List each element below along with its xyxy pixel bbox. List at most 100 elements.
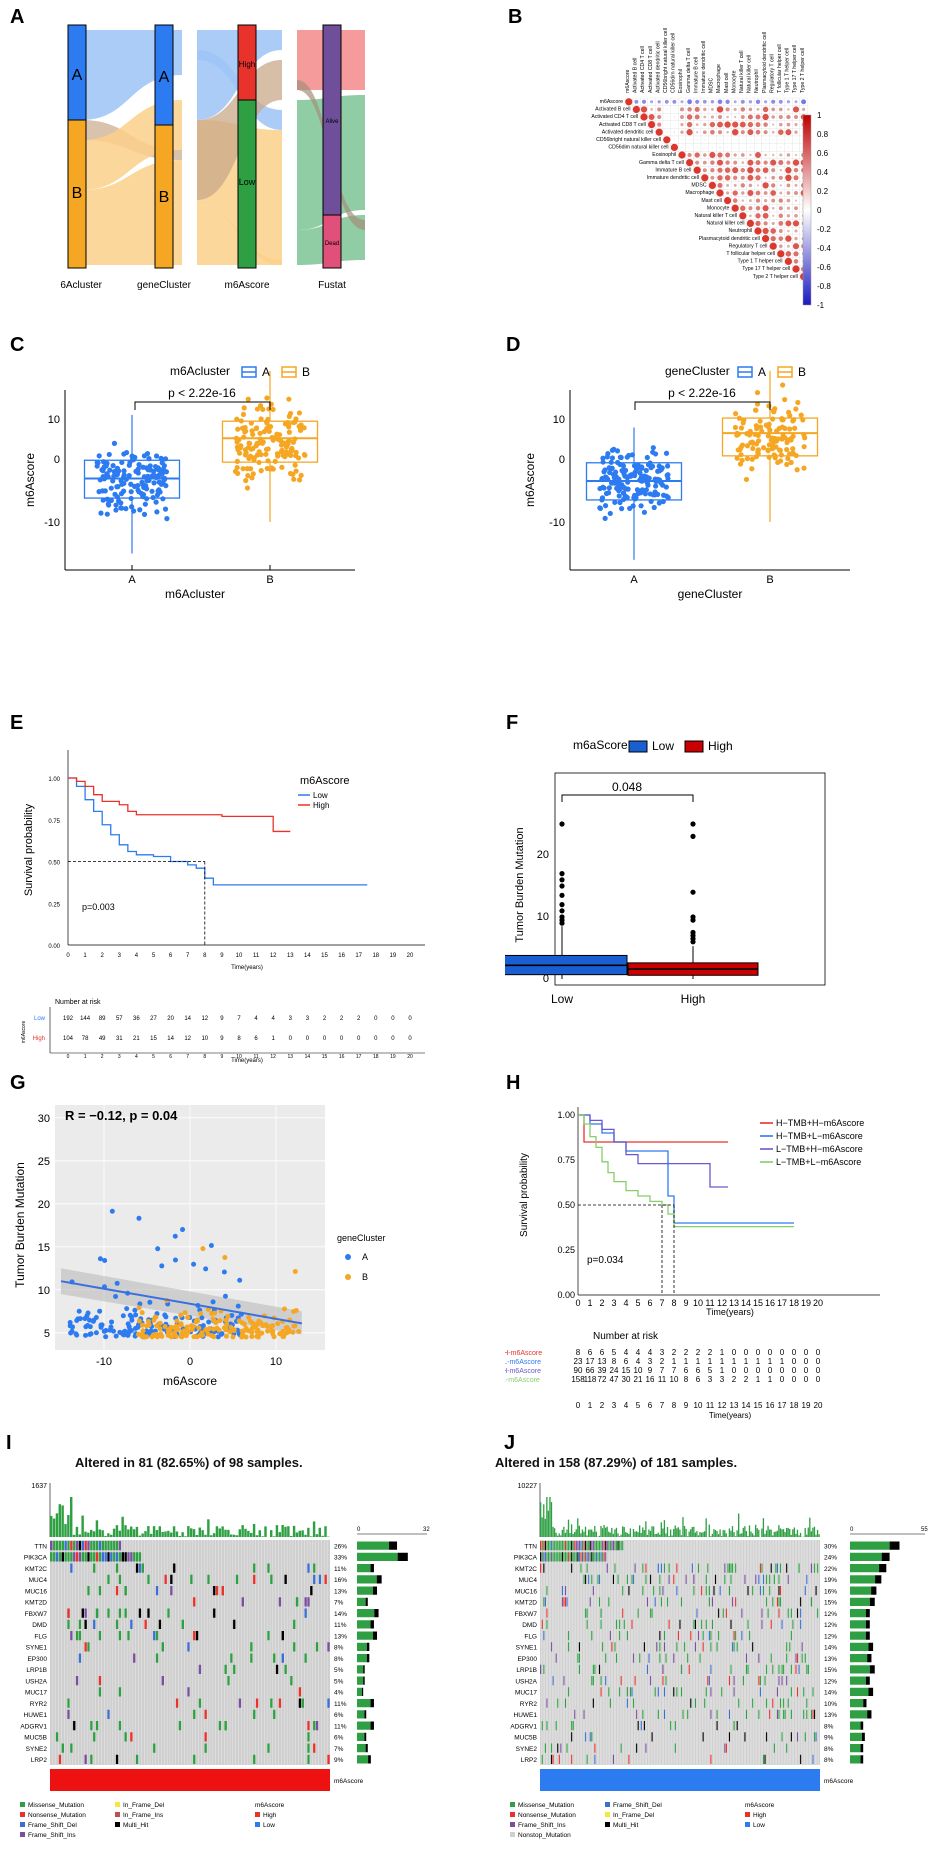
mutation-cell [64,1552,67,1562]
mutation-cell [577,1552,579,1562]
data-point [246,455,252,462]
gene-bar [850,1597,870,1606]
tmb-bar [764,1533,766,1537]
risk-x-tick: 2 [600,1401,605,1410]
mutation-cell [70,1541,73,1551]
risk-value: 3 [708,1375,713,1384]
legend-label: L−TMB+L−m6Ascore [776,1157,861,1167]
corr-dot [648,121,656,129]
data-point [749,439,756,445]
data-point [250,431,256,438]
mutation-cell [635,1743,638,1753]
data-point [734,455,740,461]
corr-dot [673,116,675,118]
tmb-bar [716,1530,718,1537]
gene-label: PIK3CA [514,1555,538,1562]
data-point [292,462,298,468]
tmb-bar [104,1535,107,1537]
risk-value: 15 [622,1366,631,1375]
corr-dot [771,107,776,112]
risk-value: 2 [744,1375,749,1384]
data-point [291,1323,297,1329]
tmb-bar [768,1529,771,1537]
risk-x-tick: 17 [356,1054,362,1060]
risk-value: 21 [133,1036,140,1042]
mutation-cell [124,1732,127,1742]
data-point [147,467,154,473]
legend2-label: Low [753,1822,765,1829]
tmb-bar [110,1534,113,1537]
gene-bar [850,1699,864,1708]
tmb-bar [642,1527,644,1537]
annotation-label: m6Ascore [334,1778,364,1785]
risk-value: 49 [99,1036,106,1042]
panel-f: m6aScore Low High 0.048 20 10 0 Low High… [496,735,930,1065]
mutation-cell [694,1642,697,1652]
tmb-bar [201,1530,204,1537]
mutation-cell [187,1642,190,1652]
mutation-cell [221,1586,224,1596]
mutation-cell [759,1586,762,1596]
mutation-cell [67,1619,70,1629]
legend-swatch [510,1822,515,1827]
data-point [240,466,246,472]
corr-dot [740,99,745,104]
mutation-cell [764,1754,766,1764]
gene-bar-multi [860,1744,864,1753]
data-point [190,1324,196,1330]
risk-value: 1 [272,1036,276,1042]
mutation-cell [170,1574,173,1584]
mutation-cell [92,1732,96,1742]
mutation-cell [549,1552,551,1562]
gene-bar [357,1687,362,1696]
data-point [601,469,607,475]
mutation-cell [552,1552,554,1562]
corr-row-label: Eosinophil [652,152,676,158]
data-point [600,455,606,461]
gene-bar-multi [365,1744,368,1753]
mutation-cell [742,1676,745,1686]
mutation-cell [677,1631,680,1641]
corr-dot [762,212,769,219]
tmb-bar [207,1519,210,1537]
tmb-bar [756,1528,758,1537]
data-point [132,483,138,489]
pvalue: p < 2.22e-16 [668,386,736,400]
mutation-cell [598,1552,601,1562]
y-tick: 10 [38,1285,50,1297]
legend-swatch [115,1822,120,1827]
data-point [76,1308,82,1314]
tmb-bar [564,1532,567,1537]
mutation-cell [557,1541,559,1551]
mutation-cell [557,1552,559,1562]
gene-label: SYNE2 [516,1746,538,1753]
risk-x-tick: 3 [612,1401,617,1410]
mutation-cell [813,1709,816,1719]
mutation-cell [580,1541,582,1551]
mutation-cell [745,1709,748,1719]
gene-label: MUC17 [25,1690,47,1697]
tmb-bar [733,1532,735,1537]
panel-c: m6Acluster A B p < 2.22e-16 10 0 -10 A B… [20,355,490,705]
mutation-cell [744,1732,746,1742]
gene-bar-multi [889,1541,900,1550]
gene-pct: 10% [824,1701,837,1708]
km-curve [578,1114,794,1228]
mutation-cell [318,1574,322,1584]
mutation-cell [67,1698,70,1708]
tmb-bar [195,1534,199,1537]
tmb-bar [150,1533,153,1537]
corr-dot [681,139,683,141]
risk-value: 7 [660,1366,665,1375]
mutation-cell [192,1631,196,1641]
corr-dot [740,115,745,119]
tmb-bar [258,1530,261,1537]
gene-label: KMT2D [25,1600,47,1607]
legend-swatch [605,1802,610,1807]
data-point [638,503,644,509]
tmb-bar [284,1526,287,1537]
risk-x-tick: 18 [373,1054,379,1060]
mutation-cell [95,1541,99,1551]
mutation-cell [61,1743,64,1753]
mutation-cell [132,1552,136,1562]
